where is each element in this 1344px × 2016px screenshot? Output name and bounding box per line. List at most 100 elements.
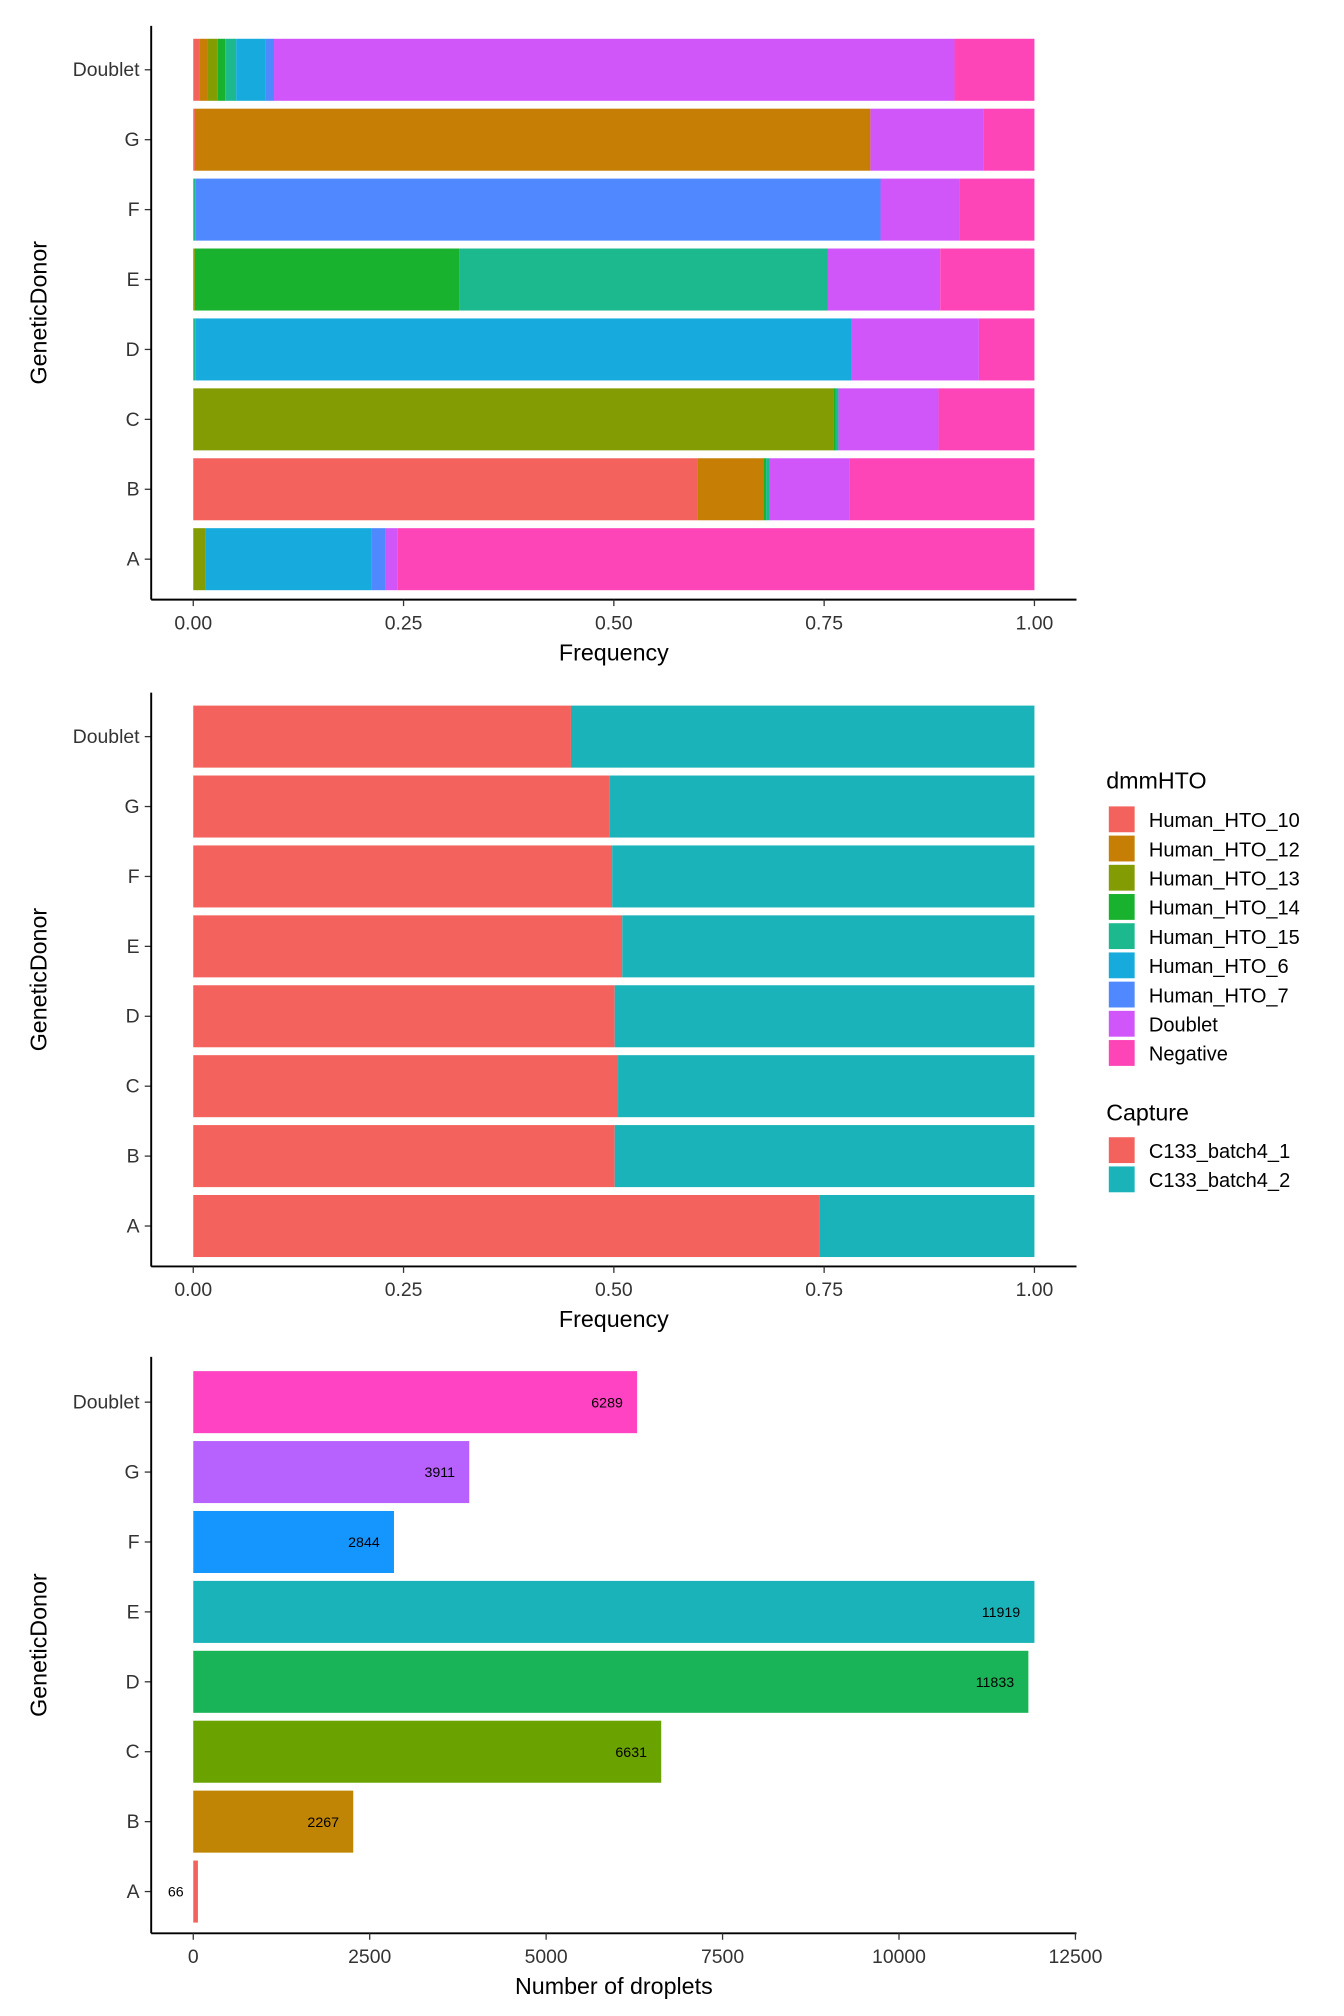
legend-key-Human_HTO_14 — [1108, 894, 1135, 920]
bar-segment-F-Human_HTO_7 — [195, 178, 881, 241]
bar-segment-B-C133_batch4_2 — [614, 1125, 1035, 1188]
data-label-A: 66 — [168, 1885, 184, 1901]
bar-Doublet — [193, 1371, 638, 1434]
y-tick-label-D: D — [126, 1006, 140, 1028]
x-tick-label: 10000 — [872, 1946, 926, 1968]
y-tick-label-E: E — [127, 1601, 140, 1623]
bar-segment-F-Negative — [959, 178, 1035, 241]
bar-segment-Doublet-Human_HTO_14 — [217, 38, 226, 101]
bar-segment-C-C133_batch4_1 — [193, 1055, 619, 1118]
x-tick-label: 0.00 — [174, 1279, 212, 1301]
bar-segment-C-Negative — [938, 388, 1035, 451]
legend-label: Human_HTO_15 — [1149, 927, 1300, 949]
bar-segment-Doublet-Human_HTO_15 — [225, 38, 237, 101]
bar-B — [193, 1790, 354, 1853]
bar-segment-E-Negative — [940, 248, 1035, 311]
bar-segment-C-Human_HTO_13 — [193, 388, 834, 451]
panel-1: A B C D E F G Doublet 0.00 0.25 0.50 0.75 1.00 Freque… — [26, 25, 1077, 665]
bar-segment-D-Human_HTO_6 — [195, 318, 852, 381]
legend-key-C133_batch4_1 — [1108, 1137, 1135, 1164]
y-axis-title: GeneticDonor — [26, 1573, 52, 1717]
legend-label: Human_HTO_6 — [1149, 956, 1289, 978]
bar-segment-F-C133_batch4_2 — [612, 845, 1035, 908]
legend-key-Doublet — [1108, 1010, 1135, 1037]
legend-label: Human_HTO_7 — [1149, 985, 1289, 1007]
bar-segment-B-Human_HTO_10 — [193, 458, 698, 521]
x-axis-title: Frequency — [559, 1306, 669, 1332]
bar-segment-C-Doublet — [838, 388, 939, 451]
bar-segment-Doublet-C133_batch4_1 — [193, 705, 571, 768]
legend-key-Human_HTO_7 — [1108, 981, 1135, 1008]
x-tick-label: 5000 — [525, 1946, 568, 1968]
bar-D — [193, 1650, 1029, 1713]
x-axis-title: Number of droplets — [515, 1973, 713, 1999]
legend-label: Human_HTO_13 — [1149, 868, 1300, 890]
y-tick-label-G: G — [124, 1462, 139, 1484]
legend-label: C133_batch4_2 — [1149, 1170, 1290, 1192]
y-tick-label-B: B — [127, 1146, 140, 1168]
bar-segment-Doublet-Human_HTO_13 — [207, 38, 218, 101]
y-tick-label-C: C — [126, 409, 140, 431]
y-tick-label-C: C — [126, 1076, 140, 1098]
y-tick-label-A: A — [127, 1881, 140, 1903]
bar-segment-B-Negative — [849, 458, 1035, 521]
x-tick-label: 1.00 — [1016, 1279, 1054, 1301]
panel-3: 66 A 2267 B 6631 C 11833 D 11919 E 2844 F 3911 G 6289 D… — [26, 1356, 1103, 1999]
legend-label: Negative — [1149, 1044, 1228, 1066]
bar-segment-B-Doublet — [769, 458, 850, 521]
y-tick-label-A: A — [127, 549, 140, 571]
y-tick-label-Doublet: Doublet — [73, 59, 140, 81]
legend: dmmHTO Human_HTO_10 Human_HTO_12 Human_HTO_… — [1106, 767, 1300, 1193]
bar-segment-E-Doublet — [827, 248, 941, 311]
bar-segment-E-Human_HTO_15 — [459, 248, 828, 311]
bar-segment-Doublet-Doublet — [274, 38, 955, 101]
y-tick-label-D: D — [126, 1671, 140, 1693]
bar-segment-E-Human_HTO_13 — [193, 248, 195, 311]
panel-2: A B C D E F G Doublet 0.00 0.25 0.50 0.75 1.00 Freque… — [26, 692, 1077, 1332]
legend-key-Negative — [1108, 1040, 1135, 1066]
bar-C — [193, 1720, 662, 1783]
y-tick-label-C: C — [126, 1741, 140, 1763]
bar-segment-G-Human_HTO_12 — [194, 108, 871, 171]
y-tick-label-B: B — [127, 1811, 140, 1833]
data-label-Doublet: 6289 — [591, 1395, 623, 1411]
data-label-C: 6631 — [615, 1745, 647, 1761]
bar-segment-G-C133_batch4_2 — [609, 775, 1035, 838]
x-tick-label: 0.75 — [805, 1279, 843, 1301]
bar-F — [193, 1510, 394, 1573]
y-tick-label-D: D — [126, 339, 140, 361]
legend-key-Human_HTO_6 — [1108, 952, 1135, 979]
bar-segment-D-Human_HTO_15 — [193, 318, 196, 381]
bar-segment-A-Human_HTO_13 — [193, 528, 206, 591]
x-tick-label: 2500 — [348, 1946, 391, 1968]
data-label-E: 11919 — [982, 1605, 1021, 1621]
y-axis-title: GeneticDonor — [26, 908, 52, 1052]
x-tick-label: 0.25 — [385, 612, 423, 634]
bar-segment-G-Doublet — [870, 108, 984, 171]
bar-A — [193, 1860, 198, 1923]
legend-key-Human_HTO_15 — [1108, 923, 1135, 950]
legend-label: Human_HTO_10 — [1149, 810, 1300, 832]
y-tick-label-B: B — [127, 479, 140, 501]
bar-segment-A-Human_HTO_6 — [205, 528, 372, 591]
bar-segment-D-Doublet — [851, 318, 979, 381]
legend-key-Human_HTO_13 — [1108, 864, 1135, 891]
bar-segment-B-Human_HTO_15 — [766, 458, 770, 521]
bar-segment-Doublet-Human_HTO_10 — [193, 38, 200, 101]
x-tick-label: 7500 — [701, 1946, 744, 1968]
bar-segment-G-C133_batch4_1 — [193, 775, 610, 838]
bar-segment-G-Human_HTO_10 — [193, 108, 195, 171]
bar-segment-F-Human_HTO_15 — [193, 178, 196, 241]
y-tick-label-F: F — [128, 199, 140, 221]
bar-segment-B-C133_batch4_1 — [193, 1125, 615, 1188]
y-tick-label-E: E — [127, 269, 140, 291]
bar-segment-C-Human_HTO_14 — [833, 388, 836, 451]
bar-segment-A-C133_batch4_1 — [193, 1194, 820, 1258]
bar-segment-F-Doublet — [880, 178, 960, 241]
bar-segment-A-C133_batch4_2 — [819, 1194, 1035, 1258]
legend-label: Human_HTO_12 — [1149, 839, 1300, 861]
data-label-G: 3911 — [425, 1465, 456, 1481]
x-tick-label: 1.00 — [1016, 612, 1054, 634]
bar-segment-D-C133_batch4_2 — [614, 985, 1035, 1048]
